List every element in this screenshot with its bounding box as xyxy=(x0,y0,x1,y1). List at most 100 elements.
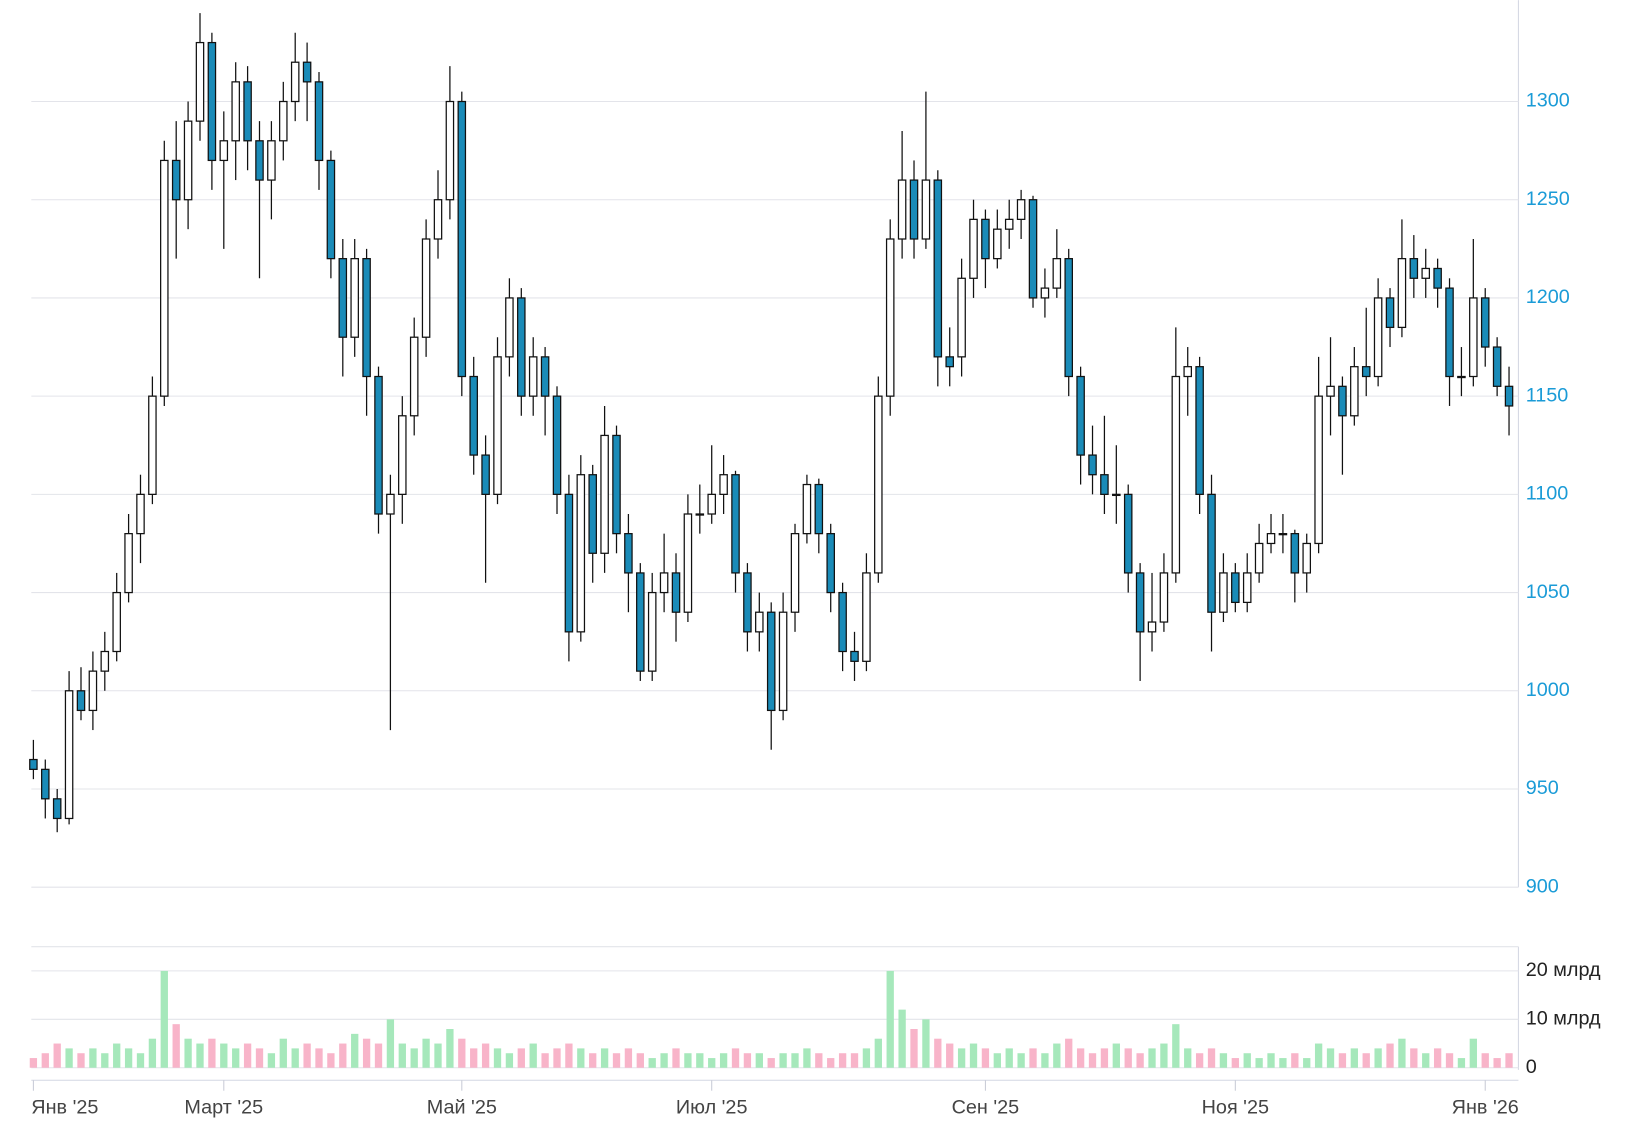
candle-body xyxy=(945,356,954,368)
candle-body xyxy=(1350,366,1359,417)
volume-bar xyxy=(184,1038,192,1068)
candle-body xyxy=(552,395,562,495)
volume-bar xyxy=(719,1053,728,1068)
volume-bar xyxy=(1255,1058,1263,1068)
volume-bar xyxy=(684,1053,692,1068)
volume-bar xyxy=(434,1043,442,1068)
volume-bar xyxy=(1148,1048,1156,1068)
volume-bar xyxy=(827,1058,835,1068)
volume-bar xyxy=(624,1048,633,1068)
candle-body xyxy=(1004,218,1014,230)
candle-body xyxy=(267,140,276,181)
volume-bar xyxy=(232,1048,240,1068)
volume-bar xyxy=(1362,1053,1370,1068)
candle-body xyxy=(1409,258,1419,279)
volume-bar xyxy=(1076,1048,1085,1068)
volume-bar xyxy=(803,1048,811,1068)
candle-body xyxy=(897,179,907,240)
candle-body xyxy=(921,179,931,240)
x-tick-label: Янв '25 xyxy=(31,1097,98,1118)
volume-bar xyxy=(446,1029,454,1068)
volume-bar xyxy=(505,1053,514,1068)
candle-body xyxy=(445,100,455,201)
candle-body xyxy=(933,179,943,358)
candle-body xyxy=(255,140,264,181)
candle-body xyxy=(1052,258,1062,289)
candle-body xyxy=(362,258,371,378)
candle-body xyxy=(160,159,169,397)
candle-body xyxy=(100,650,110,672)
x-tick-label: Май '25 xyxy=(427,1097,497,1118)
volume-bar xyxy=(291,1048,299,1068)
volume-bar xyxy=(755,1053,763,1068)
volume-bar xyxy=(1422,1053,1430,1068)
y-tick-label: 1000 xyxy=(1526,679,1570,701)
volume-bar xyxy=(101,1053,109,1068)
candle-body xyxy=(421,238,431,338)
candle-body xyxy=(314,81,324,162)
candle-body xyxy=(838,591,847,653)
candle-body xyxy=(1183,366,1193,378)
candle-body xyxy=(874,395,883,574)
volume-bar xyxy=(946,1043,954,1068)
volume-bar xyxy=(886,970,894,1068)
volume-bar xyxy=(577,1048,585,1068)
candle-body xyxy=(1385,297,1395,329)
candle-body xyxy=(683,513,693,613)
candle-body xyxy=(183,120,193,201)
x-tick-label: Янв '26 xyxy=(1452,1097,1519,1118)
candle-body xyxy=(350,258,359,338)
candle-body xyxy=(1112,493,1121,497)
volume-bar xyxy=(1184,1048,1192,1068)
candle-body xyxy=(124,533,133,594)
volume-bar xyxy=(410,1048,418,1068)
volume-bar xyxy=(1112,1043,1120,1068)
volume-bar xyxy=(934,1038,942,1068)
candle-body xyxy=(1421,267,1431,279)
candle-body xyxy=(1088,454,1097,476)
candle-body xyxy=(731,474,740,574)
volume-bar xyxy=(1469,1038,1477,1068)
volume-bar xyxy=(41,1053,49,1068)
candle-body xyxy=(707,493,716,515)
volume-bar xyxy=(339,1043,347,1068)
candle-body xyxy=(1195,366,1204,495)
candle-body xyxy=(409,336,419,417)
candle-body xyxy=(1076,375,1085,456)
candle-body xyxy=(374,375,383,515)
volume-bar xyxy=(910,1029,918,1068)
candle-body xyxy=(695,513,705,516)
candle-body xyxy=(481,454,490,495)
candle-body xyxy=(564,493,574,633)
candle-body xyxy=(207,41,217,162)
volume-bar xyxy=(481,1043,490,1068)
candle-body xyxy=(493,356,502,495)
candle-body xyxy=(1290,533,1300,574)
y-tick-label: 900 xyxy=(1526,875,1559,897)
candle-body xyxy=(231,81,240,142)
volume-bar xyxy=(731,1048,740,1068)
volume-bar xyxy=(398,1043,406,1068)
candle-body xyxy=(826,533,835,594)
candle-body xyxy=(243,81,252,142)
volume-bar xyxy=(1433,1048,1442,1068)
volume-bar xyxy=(1505,1053,1513,1068)
volume-bar xyxy=(648,1058,656,1068)
candle-body xyxy=(386,493,395,515)
volume-bar xyxy=(351,1033,359,1068)
volume-bar xyxy=(993,1053,1001,1068)
candle-body xyxy=(1123,493,1133,574)
candle-body xyxy=(1207,493,1216,613)
volume-bar xyxy=(1029,1048,1037,1068)
volume-bar xyxy=(53,1043,61,1068)
volume-bar xyxy=(815,1053,823,1068)
volume-bar xyxy=(124,1048,133,1068)
candle-body xyxy=(778,611,788,712)
candle-body xyxy=(909,179,919,240)
candle-body xyxy=(1266,533,1276,545)
volume-bar xyxy=(493,1048,502,1068)
candle-body xyxy=(576,474,586,633)
volume-bar xyxy=(1493,1058,1501,1068)
volume-bar xyxy=(160,970,168,1068)
volume-bar xyxy=(1279,1058,1287,1068)
